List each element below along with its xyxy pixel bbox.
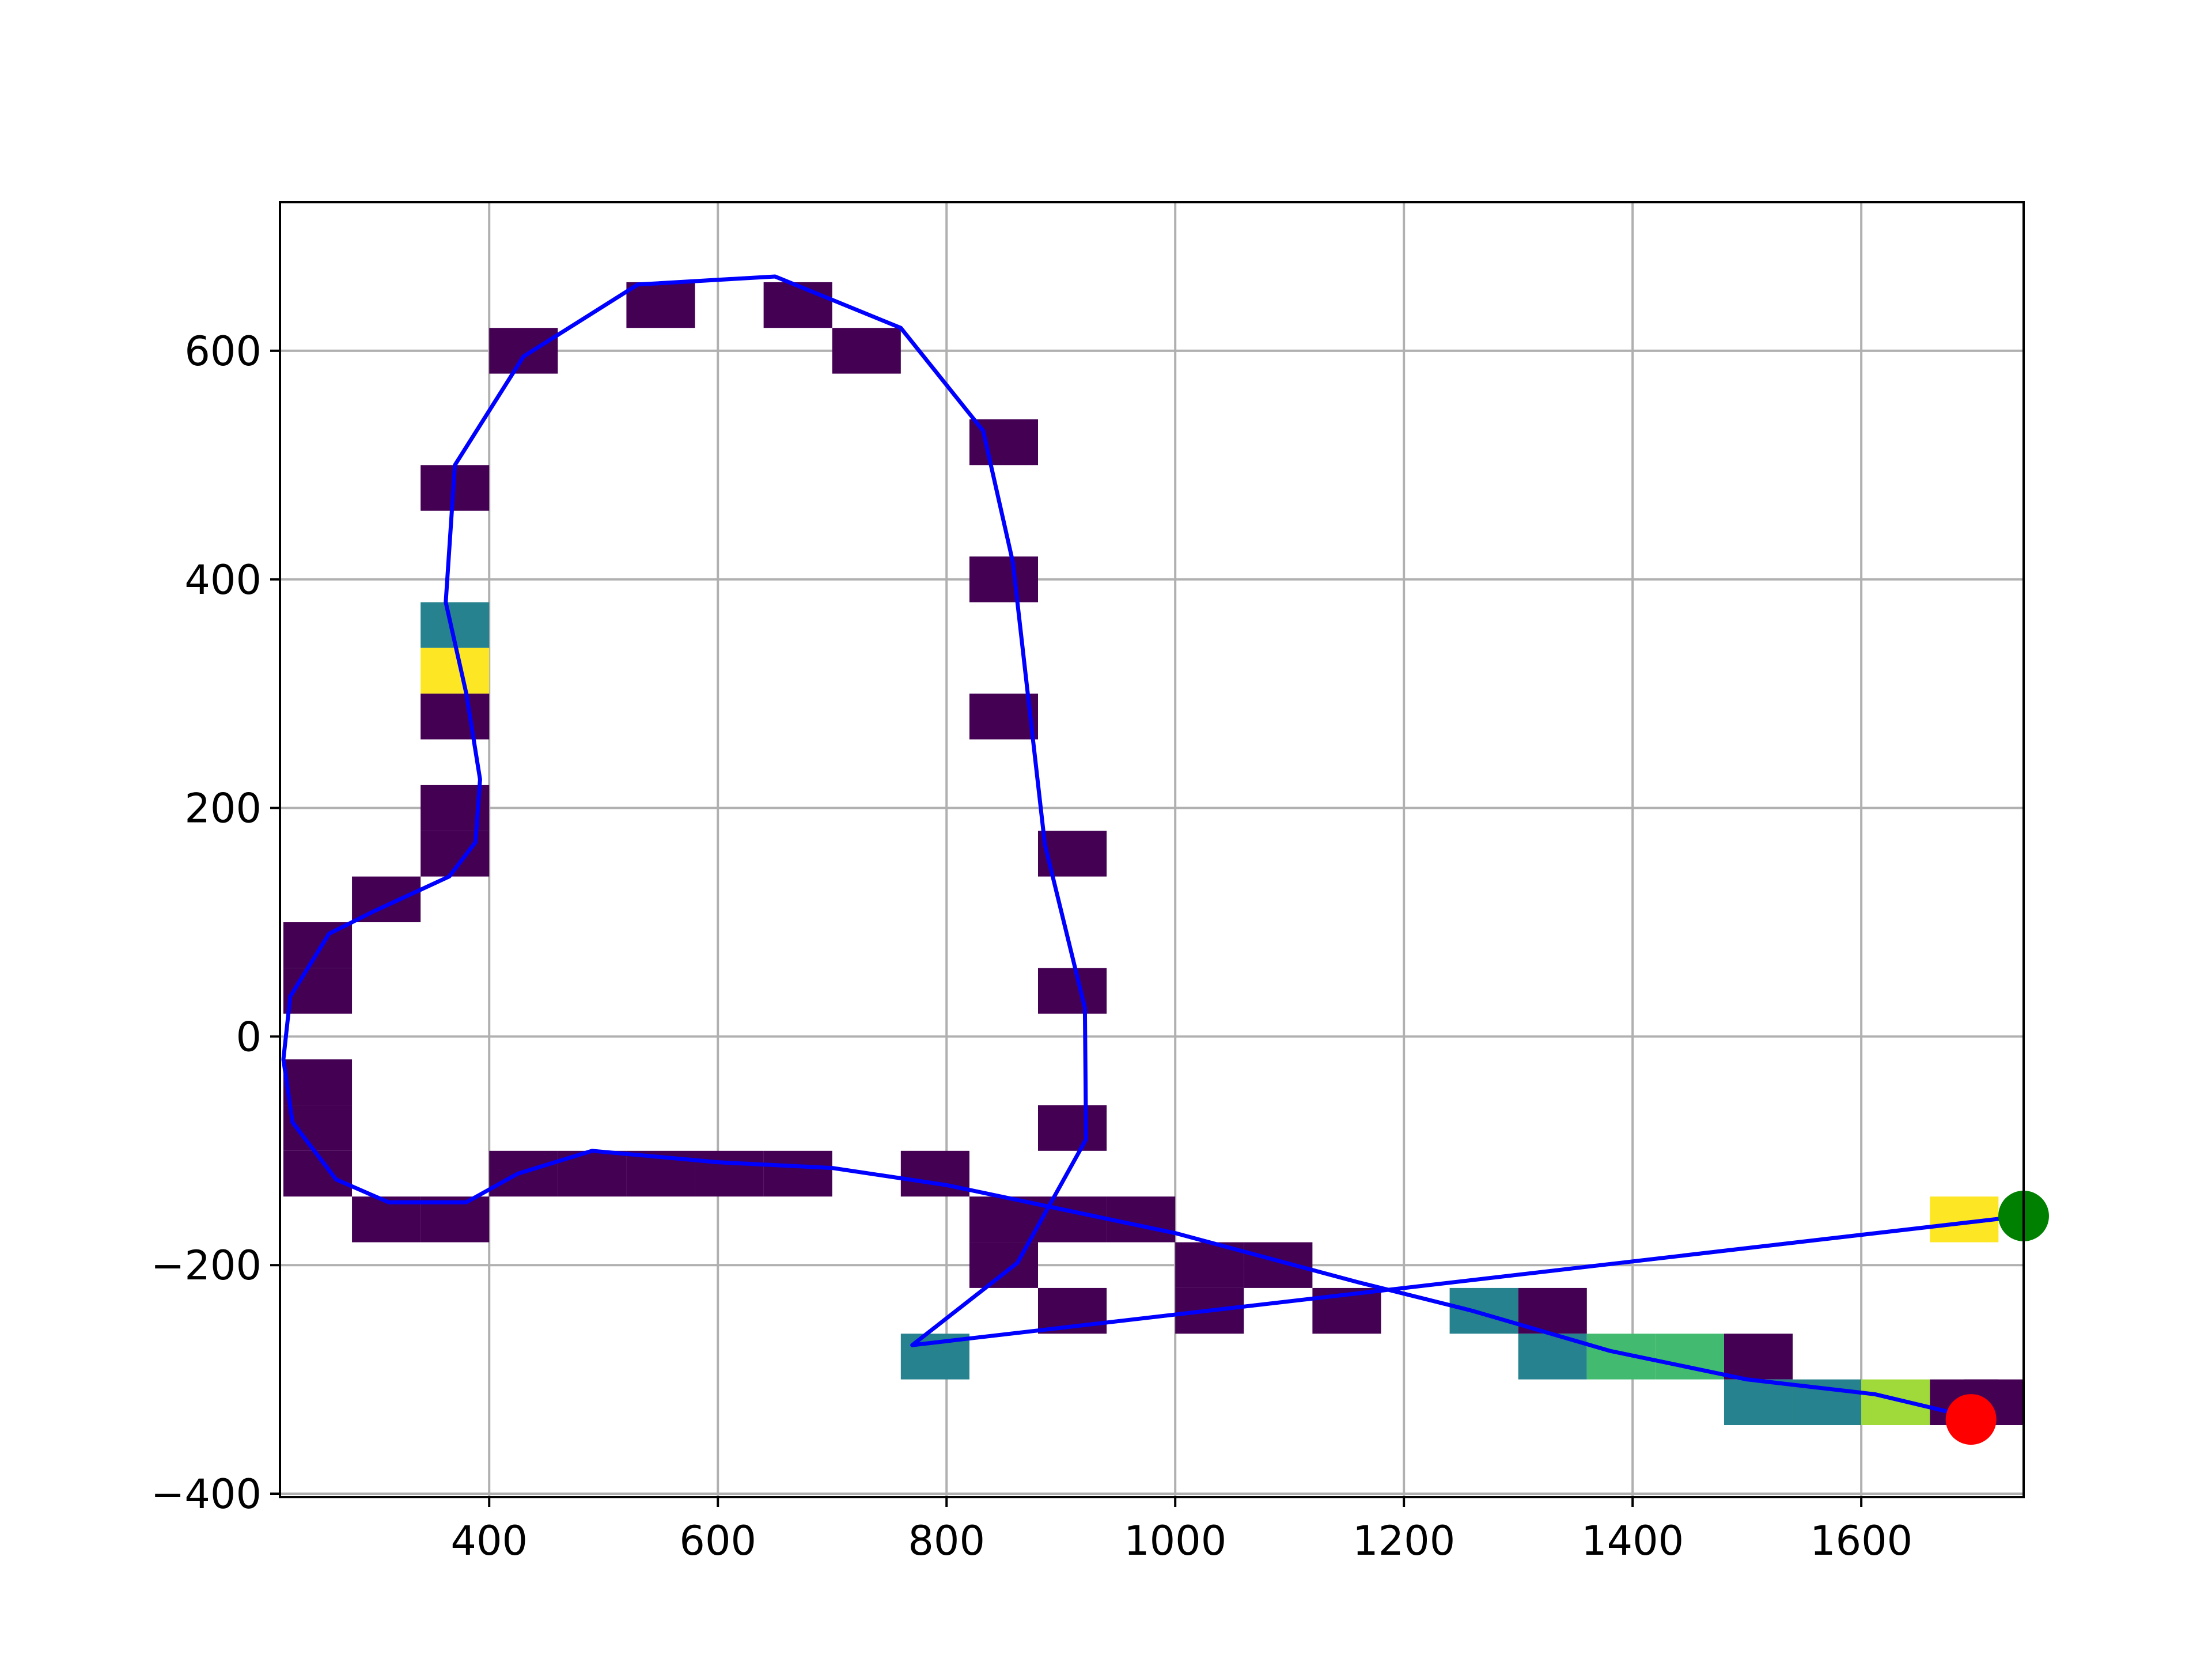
heatmap-cell xyxy=(763,1150,832,1197)
end-marker xyxy=(1945,1394,1997,1445)
heatmap-cell xyxy=(283,1105,353,1151)
x-tick-label: 1200 xyxy=(1353,1517,1455,1565)
y-tick-label: 600 xyxy=(184,328,262,375)
heatmap-cell xyxy=(421,694,490,740)
y-tick-label: −200 xyxy=(151,1242,262,1289)
trajectory xyxy=(281,274,2024,1419)
heatmap-cell xyxy=(283,1059,353,1105)
heatmap-cell xyxy=(1038,968,1107,1014)
x-tick-label: 1600 xyxy=(1810,1517,1912,1565)
heatmap-cell xyxy=(1449,1287,1518,1334)
heatmap-cell xyxy=(1724,1379,1793,1426)
heatmap-cell xyxy=(489,328,558,374)
heatmap-cell xyxy=(969,1242,1039,1288)
grid xyxy=(280,202,2024,1497)
heatmap-cell xyxy=(969,694,1039,740)
y-tick-label: 0 xyxy=(236,1013,262,1060)
trajectory-line xyxy=(281,274,2024,1419)
y-tick-label: −400 xyxy=(151,1471,262,1518)
y-tick-label: 200 xyxy=(184,785,262,832)
heatmap-cell xyxy=(626,282,695,328)
heatmap-cell xyxy=(421,647,490,694)
heatmap-cell xyxy=(1244,1242,1313,1288)
x-tick-label: 800 xyxy=(908,1517,985,1565)
heatmap-cell xyxy=(1861,1379,1930,1426)
x-axis: 400 600 800 1000 1200 1400 1600 xyxy=(450,1497,1912,1565)
x-tick-label: 1000 xyxy=(1124,1517,1226,1565)
heatmap-cell xyxy=(695,1150,764,1197)
heatmap-cell xyxy=(969,1196,1039,1243)
plot-frame xyxy=(279,201,2025,1498)
heatmap-cell xyxy=(763,282,832,328)
heatmap-cell xyxy=(832,328,901,374)
y-tick-label: 400 xyxy=(184,556,262,604)
heatmap-cell xyxy=(1724,1334,1793,1380)
x-tick-label: 600 xyxy=(679,1517,756,1565)
y-axis: −400 −200 0 200 400 600 xyxy=(151,328,280,1518)
x-tick-label: 1400 xyxy=(1581,1517,1684,1565)
x-tick-label: 400 xyxy=(450,1517,528,1565)
heatmap-cell xyxy=(969,556,1039,603)
heatmap-cell xyxy=(1038,1105,1107,1151)
